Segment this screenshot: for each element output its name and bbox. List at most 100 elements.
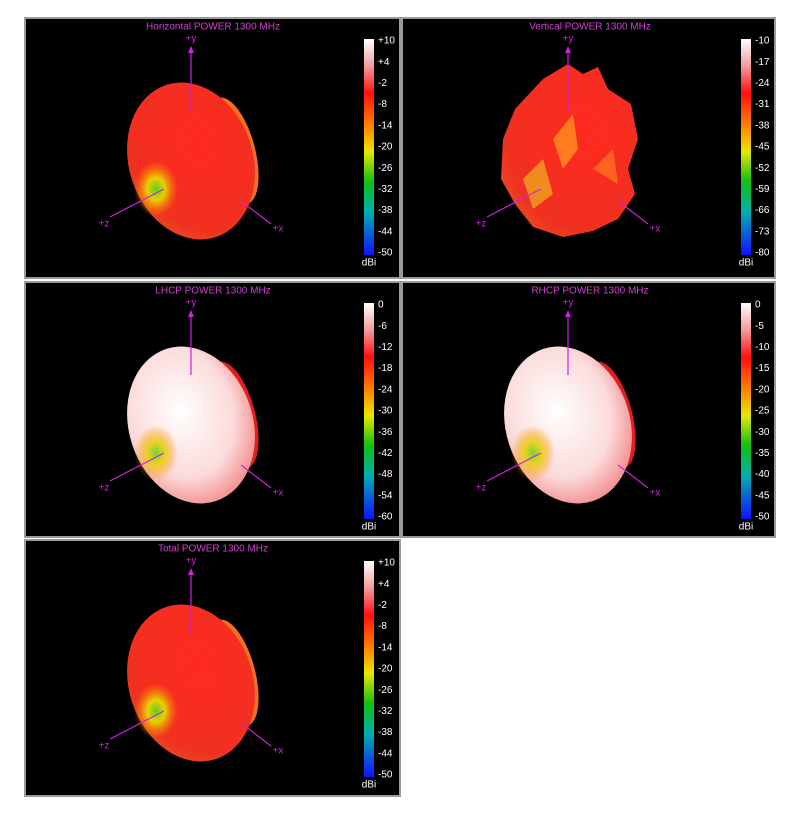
colorbar-tick-label: -44 xyxy=(378,748,393,759)
axis-line xyxy=(109,452,165,482)
colorbar-tick-label: +4 xyxy=(378,57,390,68)
axis-line xyxy=(486,452,542,482)
colorbar-tick-label: -30 xyxy=(755,427,770,438)
colorbar-tick-label: -42 xyxy=(378,448,393,459)
pattern-panel: Vertical POWER 1300 MHz +y +z +x -10 -17 -24 -3… xyxy=(401,17,776,279)
axis-label: +y xyxy=(563,34,574,45)
pattern-patch xyxy=(553,114,578,169)
axis-line xyxy=(109,188,165,218)
colorbar-tick-label: -24 xyxy=(378,384,393,395)
axis-label: +x xyxy=(650,488,661,499)
colorbar-unit: dBi xyxy=(739,522,753,533)
colorbar-tick-label: -60 xyxy=(378,512,393,523)
colorbar xyxy=(741,39,751,255)
colorbar-tick-label: -26 xyxy=(378,685,393,696)
colorbar-tick-label: -2 xyxy=(378,600,387,611)
colorbar-tick-label: -5 xyxy=(755,321,764,332)
panel-canvas: Total POWER 1300 MHz+y +z +x +10 +4 -2 -8 -14 -2… xyxy=(99,544,396,791)
axis-line xyxy=(240,200,272,225)
axis-label: +z xyxy=(99,741,110,752)
panel-canvas: Horizontal POWER 1300 MHz+y +z +x +10 +4 -2 -8… xyxy=(99,22,396,269)
colorbar-tick-label: 0 xyxy=(378,300,384,311)
colorbar-tick-label: -10 xyxy=(755,36,770,47)
panel-title: LHCP POWER 1300 MHz xyxy=(155,286,270,297)
colorbar-tick-label: -73 xyxy=(755,226,770,237)
axis-arrow xyxy=(188,310,194,317)
axis-arrow xyxy=(565,310,571,317)
axis-line xyxy=(240,464,272,489)
axis-arrow xyxy=(565,46,571,53)
colorbar-tick-label: -6 xyxy=(378,321,387,332)
pattern-panel: Total POWER 1300 MHz +y +z +x +10 +4 -2 -8 -14 -2… xyxy=(24,539,401,797)
pattern-panel: RHCP POWER 1300 MHz +y +z +x 0 -5 -10 -15 -20 -25… xyxy=(401,281,776,538)
colorbar-tick-label: -45 xyxy=(755,142,770,153)
colorbar-tick-label: -15 xyxy=(755,363,770,374)
axis-line xyxy=(617,464,649,489)
colorbar-tick-label: -54 xyxy=(378,490,393,501)
colorbar-tick-label: +10 xyxy=(378,36,395,47)
axis-line xyxy=(617,200,649,225)
axis-label: +z xyxy=(476,219,487,230)
colorbar-tick-label: -17 xyxy=(755,57,770,68)
colorbar-tick-label: -20 xyxy=(378,142,393,153)
axis-label: +z xyxy=(476,483,487,494)
colorbar-tick-label: -44 xyxy=(378,226,393,237)
axis-label: +z xyxy=(99,219,110,230)
panel-title: Vertical POWER 1300 MHz xyxy=(529,22,651,33)
colorbar-tick-label: -35 xyxy=(755,448,770,459)
pattern-spot xyxy=(134,683,178,739)
colorbar-tick-label: -38 xyxy=(378,727,393,738)
colorbar-tick-label: -2 xyxy=(378,78,387,89)
colorbar-tick-label: -30 xyxy=(378,406,393,417)
colorbar-tick-label: 0 xyxy=(755,300,761,311)
pattern-spot xyxy=(134,161,178,217)
pattern-panel: LHCP POWER 1300 MHz +y +z +x 0 -6 -12 -18 -24 -30… xyxy=(24,281,401,538)
axis-label: +z xyxy=(99,483,110,494)
colorbar-tick-label: -26 xyxy=(378,163,393,174)
panel-canvas: Vertical POWER 1300 MHz+y +z +x -10 -17 -24 -3… xyxy=(476,22,770,269)
panel-title: Total POWER 1300 MHz xyxy=(158,544,268,555)
axis-label: +x xyxy=(273,488,284,499)
panel-canvas: LHCP POWER 1300 MHz+y +z +x 0 -6 -12 -18 -24 -30… xyxy=(99,286,393,533)
colorbar-tick-label: -10 xyxy=(755,342,770,353)
colorbar-tick-label: -66 xyxy=(755,205,770,216)
colorbar-tick-label: -20 xyxy=(378,664,393,675)
colorbar-tick-label: -24 xyxy=(755,78,770,89)
axis-label: +x xyxy=(650,224,661,235)
colorbar-tick-label: -52 xyxy=(755,163,770,174)
colorbar-tick-label: -36 xyxy=(378,427,393,438)
colorbar-unit: dBi xyxy=(362,780,376,791)
colorbar-tick-label: -12 xyxy=(378,342,393,353)
colorbar-tick-label: -50 xyxy=(755,512,770,523)
colorbar-tick-label: +10 xyxy=(378,558,395,569)
colorbar-tick-label: -32 xyxy=(378,184,393,195)
panel-title: Horizontal POWER 1300 MHz xyxy=(146,22,280,33)
pattern-spot xyxy=(511,425,555,481)
axis-label: +x xyxy=(273,224,284,235)
colorbar-tick-label: -14 xyxy=(378,120,393,131)
colorbar-unit: dBi xyxy=(362,522,376,533)
axis-arrow xyxy=(188,46,194,53)
colorbar xyxy=(364,303,374,519)
axis-arrow xyxy=(188,568,194,575)
colorbar-tick-label: +4 xyxy=(378,579,390,590)
pattern-panel: Horizontal POWER 1300 MHz +y +z +x +10 +4 -2 -8… xyxy=(24,17,401,279)
colorbar-unit: dBi xyxy=(362,258,376,269)
colorbar-tick-label: -20 xyxy=(755,384,770,395)
colorbar-tick-label: -45 xyxy=(755,490,770,501)
panel-canvas: RHCP POWER 1300 MHz+y +z +x 0 -5 -10 -15 -20 -25… xyxy=(476,286,770,533)
colorbar-unit: dBi xyxy=(739,258,753,269)
axis-label: +y xyxy=(186,298,197,309)
axis-line xyxy=(240,722,272,747)
axis-line xyxy=(486,188,542,218)
colorbar-tick-label: -50 xyxy=(378,248,393,259)
pattern-patch xyxy=(523,159,553,209)
axis-label: +y xyxy=(186,34,197,45)
colorbar xyxy=(364,39,374,255)
axis-label: +y xyxy=(563,298,574,309)
colorbar-tick-label: -48 xyxy=(378,469,393,480)
colorbar-tick-label: -40 xyxy=(755,469,770,480)
colorbar xyxy=(741,303,751,519)
pattern-patch xyxy=(593,149,618,184)
colorbar-tick-label: -80 xyxy=(755,248,770,259)
